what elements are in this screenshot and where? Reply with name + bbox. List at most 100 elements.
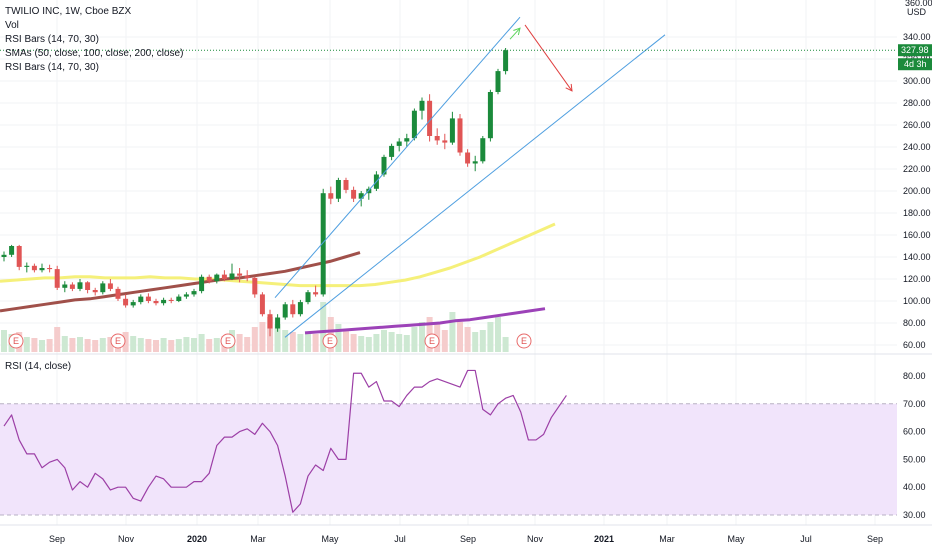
rsi-tick-label: 80.00	[903, 371, 926, 381]
candle-body	[237, 273, 243, 276]
volume-bar	[419, 322, 425, 352]
candle-body	[343, 180, 349, 190]
candle-body	[389, 145, 395, 157]
volume-bar	[441, 330, 448, 352]
candle-body	[434, 136, 440, 141]
candle-body	[297, 302, 303, 315]
volume-bar	[449, 312, 456, 352]
volume-bar	[61, 336, 68, 352]
candle-body	[221, 274, 227, 279]
candle-body	[54, 269, 60, 288]
candle-body	[313, 292, 319, 295]
candle-body	[130, 302, 136, 306]
rsi-title[interactable]: RSI (14, close)	[5, 361, 72, 372]
candle-body	[145, 296, 151, 301]
candle-body	[138, 296, 144, 303]
candle-body	[328, 193, 334, 199]
volume-bar	[457, 322, 463, 352]
volume-bar	[312, 334, 319, 352]
sma-50-line	[0, 222, 556, 288]
candle-body	[503, 50, 509, 72]
time-tick-label: Mar	[659, 534, 675, 544]
volume-bar	[244, 337, 251, 352]
candle-body	[229, 273, 235, 279]
candle-body	[123, 298, 129, 306]
time-tick-label: 2020	[187, 534, 207, 544]
candle-body	[161, 299, 167, 304]
volume-bar	[274, 324, 281, 352]
candle-body	[381, 156, 387, 175]
earnings-label: E	[327, 336, 333, 346]
rsi-tick-label: 60.00	[903, 427, 926, 437]
price-tick-label: 120.00	[903, 274, 931, 284]
volume-bar	[297, 334, 304, 352]
candle-body	[16, 246, 22, 267]
rsi-tick-label: 30.00	[903, 510, 926, 520]
volume-bar	[122, 332, 129, 352]
projection-up-arrow-head	[513, 27, 521, 36]
candle-body	[153, 301, 159, 304]
candle-body	[351, 189, 357, 199]
candle-body	[107, 283, 113, 289]
candle-body	[495, 71, 501, 92]
indicator-rsi-bars-2[interactable]: RSI Bars (14, 70, 30)	[5, 62, 99, 73]
projection-up-arrow	[509, 27, 521, 40]
price-legend: TWILIO INC, 1W, Cboe BZX Vol RSI Bars (1…	[5, 5, 183, 75]
volume-bar	[236, 334, 243, 352]
volume-bar	[206, 339, 213, 352]
volume-bar	[145, 339, 152, 352]
volume-bar	[472, 332, 479, 352]
projection-down-arrow-head	[565, 83, 573, 92]
time-tick-label: Jul	[800, 534, 812, 544]
candle-body	[176, 296, 182, 301]
earnings-marker	[322, 333, 338, 349]
indicator-vol[interactable]: Vol	[5, 20, 19, 31]
price-badges: 327.98 4d 3h	[898, 44, 932, 71]
volume-bar	[388, 332, 395, 352]
candle-body	[282, 304, 288, 318]
candle-body	[335, 180, 341, 199]
price-tick-label: 100.00	[903, 296, 931, 306]
candle-body	[115, 288, 121, 299]
volume-bar	[23, 337, 30, 352]
rsi-series	[3, 369, 567, 513]
candle-body	[77, 282, 83, 289]
candle-body	[419, 100, 425, 111]
moving-averages	[0, 222, 556, 335]
price-tick-label: 80.00	[903, 318, 926, 328]
candle-body	[9, 246, 15, 255]
volume-bar	[153, 340, 159, 352]
price-tick-label: 180.00	[903, 208, 931, 218]
time-tick-label: Nov	[527, 534, 544, 544]
candle-body	[85, 282, 91, 290]
candle-body	[244, 275, 250, 278]
candle-body	[206, 276, 212, 282]
earnings-label: E	[225, 336, 231, 346]
candle-body	[252, 277, 258, 295]
price-tick-label: 260.00	[903, 120, 931, 130]
volume-bar	[77, 337, 83, 352]
volume-bar	[54, 327, 61, 352]
candle-body	[267, 314, 273, 329]
earnings-marker	[220, 333, 236, 349]
rsi-legend: RSI (14, close)	[5, 360, 71, 374]
indicator-smas[interactable]: SMAs (50, close, 100, close, 200, close)	[5, 48, 184, 59]
price-tick-label: 300.00	[903, 76, 931, 86]
volume-bar	[495, 317, 501, 352]
candle-body	[31, 265, 37, 271]
indicator-rsi-bars[interactable]: RSI Bars (14, 70, 30)	[5, 34, 99, 45]
candle-body	[457, 118, 463, 153]
candle-body	[404, 138, 410, 142]
volume-bar	[365, 337, 372, 352]
price-tick-label: 280.00	[903, 98, 931, 108]
candle-body	[39, 268, 45, 271]
volume-bar	[39, 340, 45, 352]
candle-body	[92, 290, 98, 293]
volume-bar	[191, 338, 197, 352]
axes: 360.00USD340.00320.00300.00280.00260.002…	[49, 0, 932, 544]
channel-upper-line	[274, 16, 521, 299]
earnings-label: E	[521, 336, 527, 346]
countdown-badge	[898, 58, 932, 71]
